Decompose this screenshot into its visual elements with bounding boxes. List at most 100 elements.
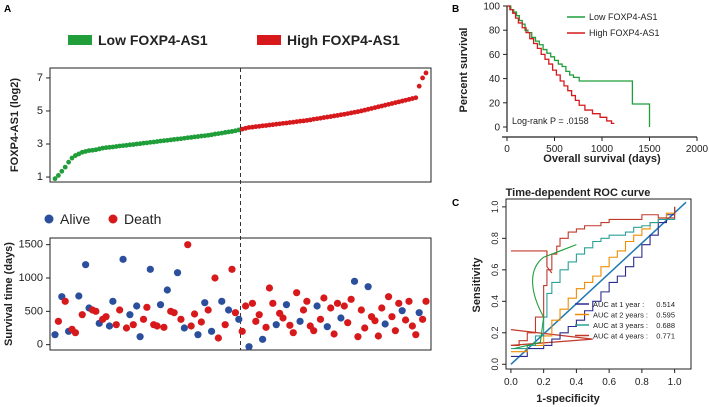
scatter-point	[146, 265, 154, 273]
scatter-point	[412, 331, 420, 339]
roc-line-3	[510, 206, 676, 346]
scatter-yticks: 0 500 1000 1500	[19, 239, 50, 351]
expression-ytick-label: 7	[37, 72, 43, 84]
roc-ytick-label: 0.2	[490, 327, 500, 340]
roc-xtick-label: 0.4	[569, 377, 583, 388]
scatter-point	[177, 315, 185, 323]
scatter-point	[184, 241, 192, 249]
scatter-point	[327, 304, 335, 312]
expression-point	[69, 155, 75, 161]
scatter-point	[248, 299, 257, 307]
scatter-point	[418, 315, 427, 323]
roc-series	[510, 201, 687, 365]
km-ytick-label: 20	[489, 98, 501, 109]
scatter-point	[282, 301, 291, 309]
expression-ytick-label: 5	[37, 105, 43, 117]
scatter-point	[405, 297, 413, 305]
km-xtick-label: 1500	[638, 144, 661, 155]
roc-diagonal	[510, 201, 687, 365]
scatter-point	[143, 303, 151, 311]
panel-label-b: B	[452, 4, 459, 15]
scatter-point	[54, 317, 63, 325]
scatter-point	[255, 311, 263, 319]
roc-ytick-label: 0.4	[490, 295, 500, 308]
legend-label-high: High FOXP4-AS1	[287, 32, 400, 48]
scatter-ytick-label: 500	[25, 305, 43, 317]
roc-legend-label: AUC at 3 years :	[593, 321, 648, 330]
scatter-point	[422, 297, 430, 305]
scatter-point	[337, 314, 345, 322]
scatter-point	[286, 321, 294, 329]
roc-legend-auc: 0.688	[656, 321, 675, 330]
roc-legend: AUC at 1 year : 0.514 AUC at 2 years : 0.59…	[575, 300, 675, 341]
expression-point	[420, 75, 425, 81]
km-ytick-label: 100	[483, 2, 500, 13]
scatter-point	[391, 327, 399, 335]
scatter-point	[395, 299, 403, 307]
scatter-point	[340, 302, 348, 310]
scatter-point	[51, 331, 59, 339]
expression-ytick-label: 1	[37, 171, 43, 183]
roc-ticks: 0.0 0.2 0.4 0.6 0.8 1.0 0.0 0.2 0.4 0.6 0.8 1.0	[490, 201, 682, 388]
scatter-point	[245, 343, 253, 351]
scatter-point	[408, 322, 416, 330]
expression-legend: Low FOXP4-AS1 High FOXP4-AS1	[68, 32, 400, 48]
scatter-point	[214, 334, 222, 342]
scatter-point	[303, 297, 311, 305]
scatter-point	[82, 261, 90, 269]
legend-label-low: Low FOXP4-AS1	[98, 32, 208, 48]
scatter-point	[61, 297, 69, 305]
km-xtick-label: 0	[504, 144, 510, 155]
scatter-point	[207, 327, 216, 335]
scatter-point	[173, 269, 182, 277]
expression-ytick-label: 3	[37, 138, 43, 150]
scatter-point	[310, 327, 318, 335]
scatter-ytick-label: 1500	[19, 239, 43, 251]
expression-point	[413, 95, 419, 101]
scatter-point	[259, 335, 267, 343]
legend-label-alive: Alive	[60, 211, 91, 227]
roc-plot-frame	[505, 198, 692, 370]
expression-yticks: 1 3 5 7	[37, 72, 50, 183]
scatter-point	[313, 302, 321, 310]
scatter-point	[330, 330, 338, 338]
scatter-point	[320, 294, 328, 302]
roc-xtick-label: 0.8	[635, 377, 649, 388]
roc-ytick-label: 0.8	[490, 232, 500, 245]
roc-ytick-label: 0.6	[490, 264, 500, 277]
scatter-point	[252, 317, 260, 325]
km-xtick-label: 500	[546, 144, 563, 155]
roc-line-0	[510, 206, 676, 357]
scatter-point	[242, 302, 250, 310]
expression-point	[66, 159, 72, 165]
scatter-point	[344, 319, 352, 327]
scatter-ytick-label: 0	[37, 339, 43, 351]
km-ylabel: Percent survival	[458, 28, 470, 113]
scatter-point	[323, 323, 331, 331]
scatter-point	[224, 306, 233, 314]
scatter-point	[139, 315, 148, 323]
expression-ylabel: FOXP4-AS1 (log2)	[9, 78, 21, 172]
roc-xtick-label: 0.6	[602, 377, 616, 388]
scatter-point	[231, 309, 239, 317]
scatter-point	[384, 293, 393, 301]
scatter-point	[197, 318, 205, 326]
km-ticks: 0 500 1000 1500 2000 0 20 40 60 80 100	[483, 2, 708, 156]
panel-label-c: C	[452, 198, 459, 209]
scatter-point	[361, 324, 369, 332]
scatter-point	[235, 315, 243, 323]
scatter-ytick-label: 1000	[19, 272, 43, 284]
km-legend-label-low: Low FOXP4-AS1	[589, 12, 658, 22]
legend-swatch-high	[257, 35, 281, 45]
scatter-point	[71, 329, 80, 337]
scatter-point	[415, 309, 423, 317]
expression-point	[52, 176, 58, 182]
scatter-point	[116, 306, 124, 314]
scatter-point	[381, 320, 389, 328]
scatter-point	[374, 332, 382, 340]
scatter-point	[156, 301, 165, 309]
scatter-point	[126, 311, 134, 319]
scatter-point	[170, 309, 178, 317]
scatter-point	[105, 322, 114, 330]
